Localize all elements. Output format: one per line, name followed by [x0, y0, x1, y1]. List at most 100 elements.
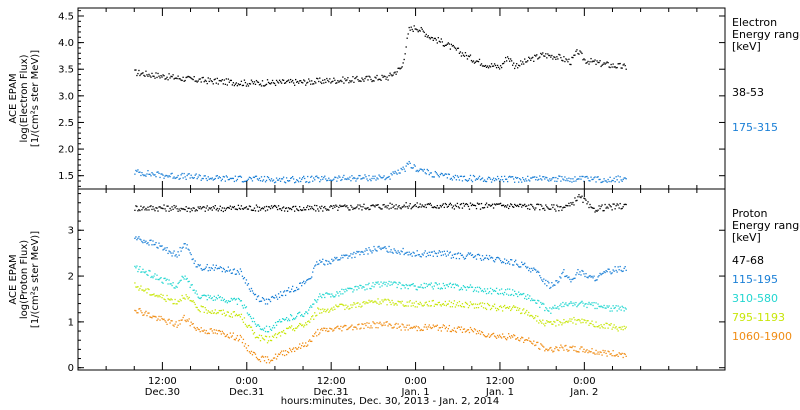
data-point	[464, 331, 467, 333]
data-point	[448, 300, 451, 302]
data-point	[582, 270, 584, 272]
data-point	[143, 314, 145, 316]
data-point	[561, 346, 563, 348]
data-point	[182, 246, 184, 248]
data-point	[359, 174, 361, 177]
data-point	[304, 345, 306, 347]
data-point	[295, 347, 297, 349]
data-point	[234, 339, 237, 341]
data-point	[408, 251, 410, 253]
data-point	[369, 327, 371, 329]
data-point	[521, 63, 523, 65]
data-point	[431, 300, 433, 302]
data-point	[589, 180, 591, 182]
data-point	[412, 304, 414, 307]
data-point	[427, 169, 429, 172]
data-point	[158, 75, 160, 77]
data-point	[186, 244, 188, 246]
data-point	[601, 204, 603, 206]
data-point	[535, 269, 537, 271]
data-point	[322, 308, 324, 310]
data-point	[244, 343, 247, 345]
data-point	[243, 277, 246, 279]
data-point	[570, 281, 572, 283]
data-point	[358, 174, 360, 177]
data-point	[445, 284, 448, 286]
data-point	[325, 178, 327, 180]
data-point	[445, 326, 448, 328]
data-point	[269, 83, 272, 85]
data-point	[560, 321, 562, 324]
data-point	[142, 241, 144, 244]
data-point	[387, 298, 389, 301]
data-point	[397, 67, 399, 69]
data-point	[486, 288, 489, 290]
data-point	[412, 283, 414, 285]
data-point	[328, 330, 330, 332]
data-point	[242, 321, 245, 323]
data-point	[237, 297, 240, 300]
data-point	[502, 180, 505, 183]
data-point	[432, 288, 434, 290]
data-point	[379, 247, 381, 249]
data-point	[518, 339, 520, 341]
data-point	[382, 324, 384, 326]
data-point	[400, 250, 402, 252]
data-point	[600, 351, 602, 354]
data-point	[279, 208, 282, 210]
data-point	[352, 208, 354, 211]
data-point	[220, 299, 222, 301]
data-point	[432, 206, 434, 209]
data-point	[560, 205, 562, 208]
data-point	[294, 84, 296, 86]
data-point	[539, 319, 541, 321]
data-point	[579, 175, 581, 178]
data-point	[545, 204, 547, 206]
data-point	[424, 302, 426, 304]
data-point	[443, 250, 445, 252]
data-point	[508, 175, 511, 178]
data-point	[549, 347, 551, 349]
data-point	[291, 79, 294, 82]
data-point	[156, 319, 158, 322]
data-point	[279, 81, 282, 83]
data-point	[192, 78, 194, 81]
data-point	[347, 77, 349, 79]
data-point	[400, 67, 402, 69]
data-point	[177, 75, 179, 77]
data-point	[337, 177, 339, 179]
data-point	[504, 289, 507, 291]
data-point	[357, 177, 359, 179]
data-point	[296, 348, 298, 350]
data-point	[471, 303, 474, 306]
data-point	[425, 173, 427, 175]
data-point	[267, 340, 270, 342]
data-point	[314, 333, 316, 335]
data-point	[143, 239, 145, 242]
data-point	[265, 325, 268, 327]
data-point	[196, 266, 198, 268]
data-point	[580, 51, 582, 53]
data-point	[512, 264, 514, 266]
data-point	[409, 327, 411, 330]
data-point	[439, 41, 441, 43]
data-point	[415, 288, 417, 291]
data-point	[190, 77, 192, 79]
data-point	[385, 205, 387, 207]
data-point	[455, 205, 458, 208]
data-point	[555, 325, 557, 327]
data-point	[506, 56, 509, 58]
data-point	[430, 282, 432, 284]
data-point	[176, 326, 178, 328]
data-point	[556, 307, 558, 309]
data-point	[317, 263, 319, 266]
data-point	[389, 301, 391, 303]
data-point	[484, 180, 487, 183]
data-point	[528, 337, 530, 339]
data-point	[201, 177, 203, 180]
data-point	[421, 286, 423, 289]
data-point	[581, 318, 583, 320]
data-point	[280, 320, 283, 323]
data-point	[388, 175, 390, 178]
data-point	[162, 294, 164, 296]
